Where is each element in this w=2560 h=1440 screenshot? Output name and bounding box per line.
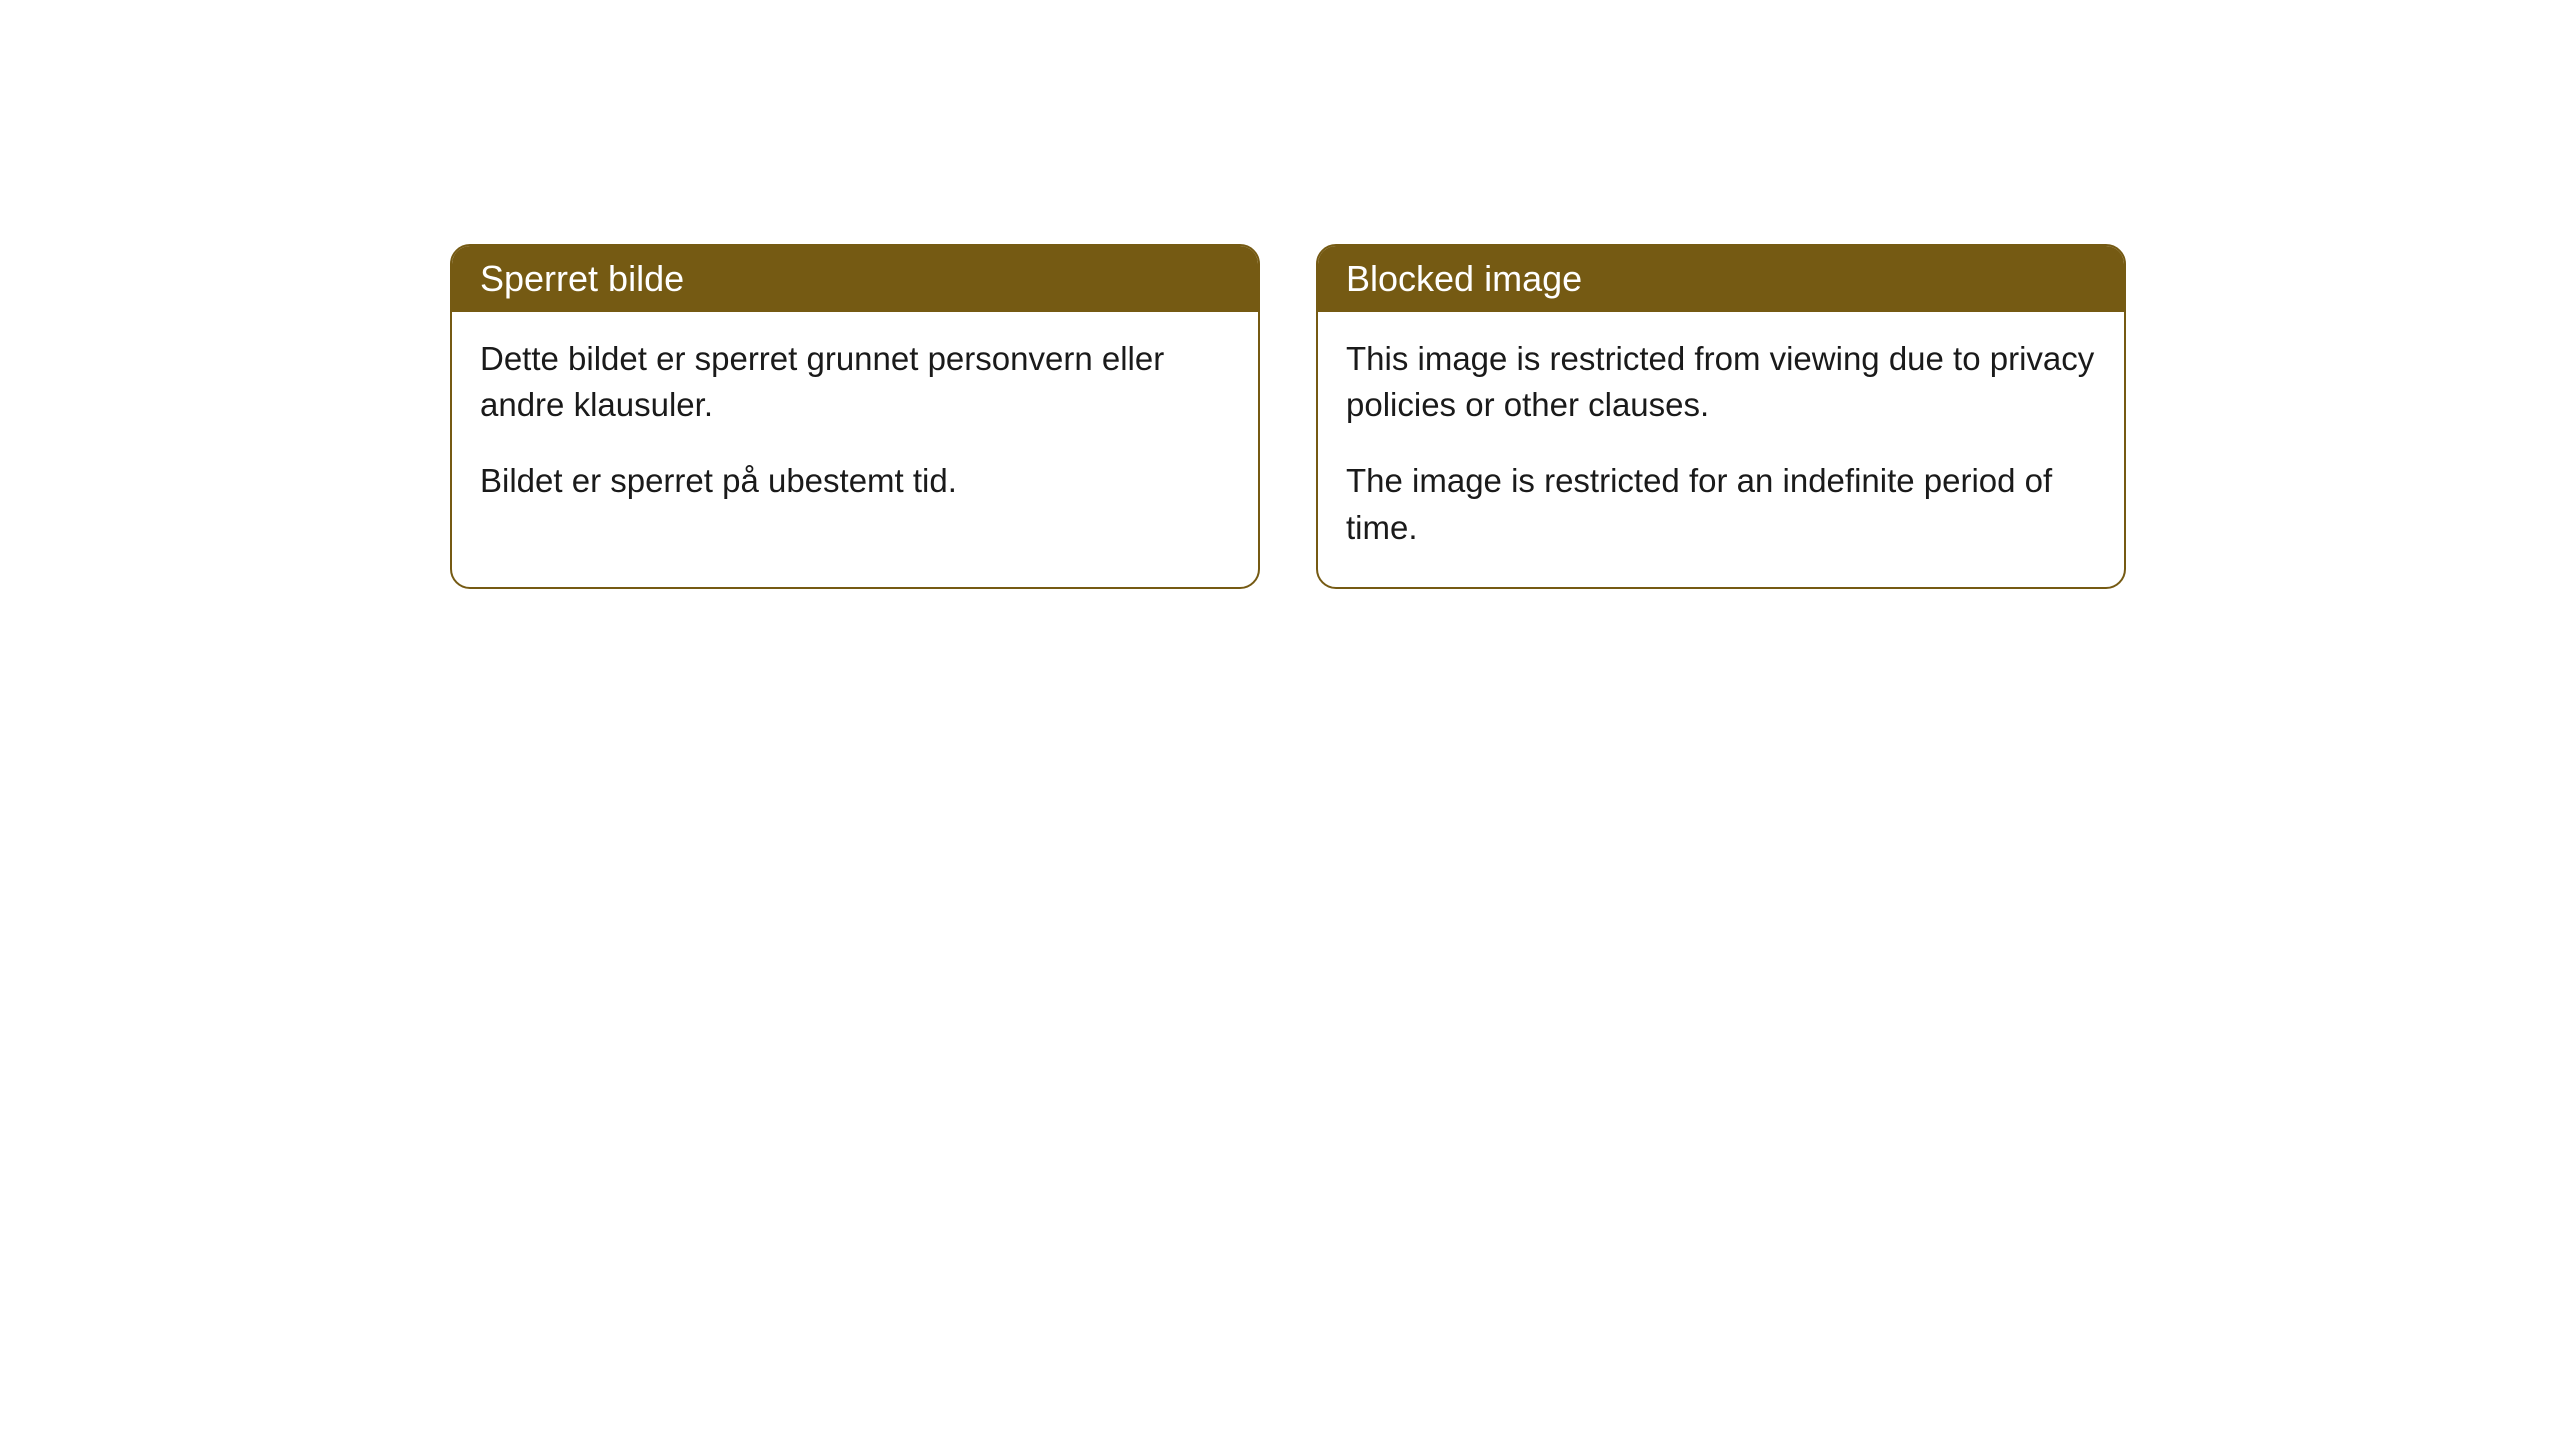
card-text-english-2: The image is restricted for an indefinit… — [1346, 458, 2096, 550]
card-text-english-1: This image is restricted from viewing du… — [1346, 336, 2096, 428]
card-body-english: This image is restricted from viewing du… — [1318, 312, 2124, 587]
blocked-image-card-norwegian: Sperret bilde Dette bildet er sperret gr… — [450, 244, 1260, 589]
card-text-norwegian-1: Dette bildet er sperret grunnet personve… — [480, 336, 1230, 428]
card-body-norwegian: Dette bildet er sperret grunnet personve… — [452, 312, 1258, 541]
card-text-norwegian-2: Bildet er sperret på ubestemt tid. — [480, 458, 1230, 504]
card-header-english: Blocked image — [1318, 246, 2124, 312]
card-header-norwegian: Sperret bilde — [452, 246, 1258, 312]
blocked-image-card-english: Blocked image This image is restricted f… — [1316, 244, 2126, 589]
notice-cards-container: Sperret bilde Dette bildet er sperret gr… — [0, 0, 2560, 589]
